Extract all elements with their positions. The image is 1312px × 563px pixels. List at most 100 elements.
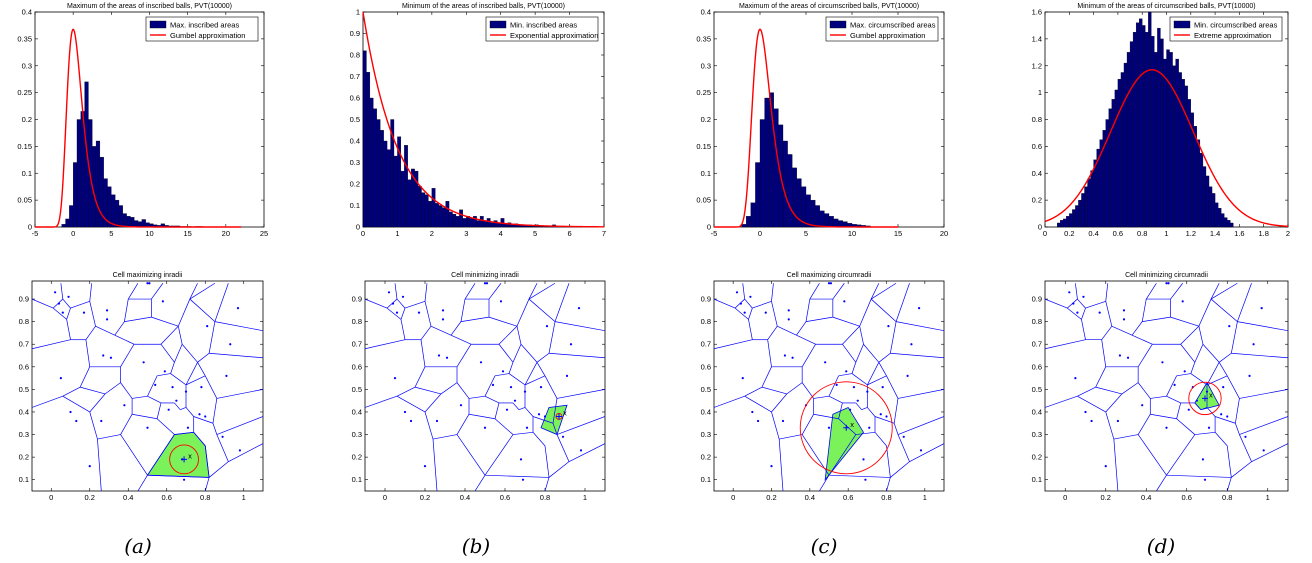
y-tick-label: 0.7 bbox=[350, 72, 360, 81]
y-tick-label: 0.2 bbox=[352, 453, 362, 462]
seed-point bbox=[204, 415, 207, 418]
y-tick-label: 0 bbox=[356, 223, 360, 232]
voronoi-edge bbox=[1200, 407, 1208, 411]
voronoi-diagram: x bbox=[32, 282, 263, 491]
seed-point bbox=[827, 282, 831, 285]
histogram-bar bbox=[1199, 152, 1204, 228]
x-tick-label: 1 bbox=[395, 229, 399, 238]
histogram-bar bbox=[1160, 38, 1164, 228]
voronoi-edge bbox=[748, 307, 753, 320]
histogram-bar bbox=[1145, 32, 1149, 228]
voronoi-edge bbox=[1206, 407, 1216, 417]
voronoi-edge bbox=[1231, 461, 1252, 478]
voronoi-edge bbox=[204, 445, 210, 478]
approximation-curve bbox=[362, 11, 604, 228]
histogram-bar bbox=[459, 209, 463, 228]
y-tick-label: 0.8 bbox=[1032, 317, 1042, 326]
x-tick-label: 0.8 bbox=[200, 493, 210, 502]
seed-point bbox=[437, 354, 441, 357]
voronoi-edge bbox=[216, 389, 263, 399]
histogram-bar bbox=[1148, 11, 1152, 228]
seed-point bbox=[1165, 426, 1168, 429]
voronoi-edge bbox=[189, 283, 198, 300]
voronoi-edge bbox=[204, 477, 210, 491]
x-tick-label: 0.8 bbox=[881, 493, 891, 502]
histogram-bar bbox=[369, 97, 374, 228]
y-tick-label: 0.15 bbox=[17, 142, 32, 151]
voronoi-edge bbox=[1141, 299, 1147, 322]
voronoi-edge bbox=[440, 382, 458, 395]
voronoi-edge bbox=[1226, 477, 1232, 491]
voronoi-edge bbox=[796, 334, 816, 345]
voronoi-edge bbox=[1105, 301, 1113, 327]
panel-max-inscribed-histogram: -5 0 5 10 15 20 2500.050.10.150.20.250.30.350.… bbox=[17, 3, 268, 238]
y-tick-label: 0.9 bbox=[19, 295, 29, 304]
voronoi-edge bbox=[177, 326, 183, 345]
y-tick-label: 0.9 bbox=[701, 295, 711, 304]
seed-point bbox=[856, 399, 859, 402]
voronoi-edge bbox=[185, 407, 194, 417]
voronoi-edge bbox=[1231, 352, 1288, 359]
voronoi-edge bbox=[197, 352, 210, 363]
voronoi-edge bbox=[394, 283, 398, 300]
voronoi-edge bbox=[828, 375, 839, 397]
histogram-bar bbox=[1126, 52, 1131, 228]
seed-point bbox=[829, 282, 833, 285]
x-tick-label: 1 bbox=[242, 493, 246, 502]
voronoi-edge bbox=[886, 477, 891, 491]
seed-point bbox=[741, 376, 744, 380]
voronoi-edge bbox=[212, 398, 218, 424]
legend-box bbox=[485, 16, 599, 42]
y-tick-label: 0.6 bbox=[352, 362, 362, 371]
voronoi-edge bbox=[464, 283, 476, 300]
voronoi-edge bbox=[95, 325, 115, 336]
voronoi-edge bbox=[156, 418, 175, 435]
x-tick-label: 0 bbox=[758, 229, 762, 238]
histogram-bar bbox=[424, 194, 429, 228]
voronoi-edge bbox=[536, 352, 550, 363]
y-tick-label: 0.8 bbox=[701, 317, 711, 326]
histogram-bar bbox=[490, 222, 494, 228]
histogram-bar bbox=[1142, 25, 1146, 228]
seed-point bbox=[395, 311, 399, 314]
seed-point bbox=[54, 291, 57, 294]
seed-point bbox=[1141, 404, 1144, 407]
voronoi-edge bbox=[1113, 439, 1119, 491]
legend-swatch-histogram bbox=[829, 20, 847, 29]
voronoi-edge bbox=[819, 475, 830, 491]
y-tick-label: 0.8 bbox=[1032, 115, 1042, 124]
y-tick-label: 0.1 bbox=[19, 475, 29, 484]
voronoi-edge bbox=[528, 298, 556, 322]
x-tick-label: 2 bbox=[430, 229, 434, 238]
histogram-bar bbox=[1087, 178, 1091, 228]
histogram-bar bbox=[448, 211, 453, 228]
seed-point bbox=[1118, 354, 1122, 357]
histogram-bar bbox=[819, 210, 825, 228]
seed-point bbox=[483, 426, 487, 429]
histogram-bar bbox=[1205, 175, 1210, 228]
histogram-bar bbox=[1084, 186, 1088, 228]
y-tick-label: 0.8 bbox=[19, 317, 29, 326]
voronoi-edge bbox=[1210, 298, 1238, 322]
voronoi-edge bbox=[554, 283, 570, 322]
voronoi-edge bbox=[174, 431, 194, 435]
voronoi-edge bbox=[1095, 366, 1107, 388]
histogram-bar bbox=[1163, 58, 1167, 228]
voronoi-edge bbox=[488, 283, 502, 300]
voronoi-edge bbox=[1180, 344, 1196, 363]
voronoi-edge bbox=[498, 325, 518, 345]
histogram-bar bbox=[1135, 22, 1140, 228]
voronoi-edge bbox=[1180, 325, 1200, 345]
seed-point bbox=[401, 295, 405, 298]
voronoi-edge bbox=[1145, 283, 1157, 300]
voronoi-edge bbox=[170, 362, 175, 374]
x-tick-label: 0 bbox=[1043, 229, 1047, 238]
histogram-bar bbox=[750, 202, 756, 228]
voronoi-edge bbox=[796, 321, 807, 336]
y-tick-label: 0.6 bbox=[1032, 142, 1042, 151]
voronoi-edge bbox=[1235, 398, 1240, 424]
center-label: x bbox=[850, 420, 854, 429]
x-tick-label: 0 bbox=[361, 229, 365, 238]
y-tick-label: 0.5 bbox=[352, 385, 362, 394]
x-tick-label: 0.8 bbox=[540, 493, 550, 502]
